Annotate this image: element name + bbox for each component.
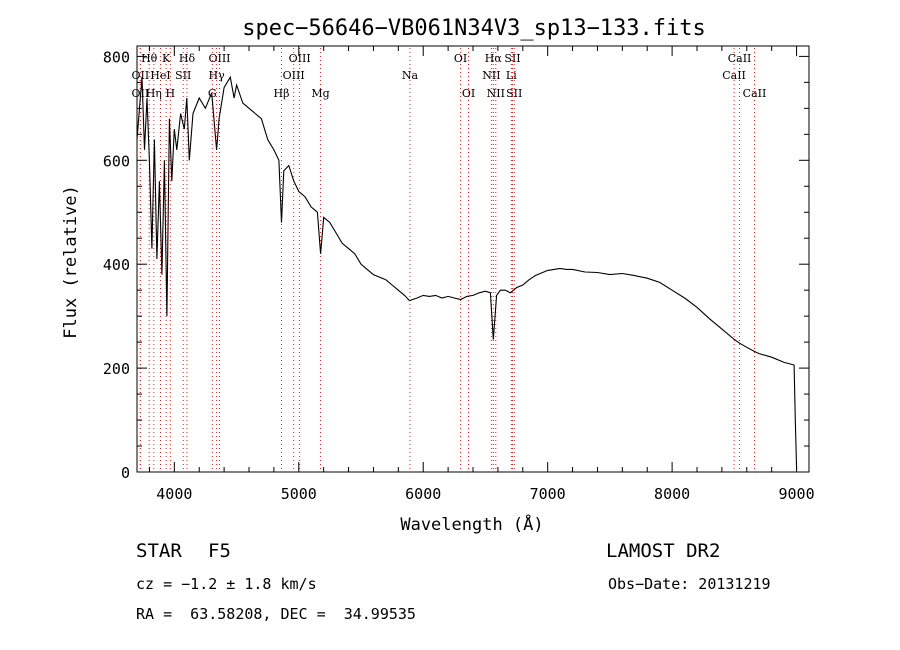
spectral-line-label: OI	[454, 52, 467, 65]
spectral-line-label: Hγ	[209, 69, 226, 82]
x-tick-label: 8000	[654, 485, 690, 503]
y-tick-label: 0	[121, 464, 130, 482]
spectral-line-label: Li	[506, 69, 517, 82]
spectral-line-label: H	[166, 87, 176, 100]
spectral-line-label: SII	[504, 52, 520, 65]
spectral-line-label: OII	[132, 69, 150, 82]
x-tick-label: 4000	[156, 485, 192, 503]
chart-title: spec−56646−VB061N34V3_sp13−133.fits	[242, 16, 706, 41]
spectral-line-label: NII	[487, 87, 505, 100]
spectral-line-label: CaII	[722, 69, 746, 82]
spectral-line-label: Hδ	[179, 52, 196, 65]
x-tick-label: 5000	[281, 485, 317, 503]
observation-date: Obs−Date: 20131219	[608, 575, 771, 593]
plot-frame	[136, 45, 810, 473]
spectral-line-label: SII	[506, 87, 522, 100]
x-axis-label: Wavelength (Å)	[400, 513, 543, 535]
spectrum-series-line	[136, 75, 798, 470]
x-tick-label: 7000	[530, 485, 566, 503]
x-tick-label: 9000	[778, 485, 814, 503]
survey-name: LAMOST DR2	[606, 540, 721, 562]
spectral-line-label: Hα	[485, 52, 503, 65]
spectral-line-label: Mg	[311, 87, 329, 100]
y-tick-label: 400	[103, 256, 130, 274]
y-axis-label: Flux (relative)	[61, 185, 81, 339]
spectral-line-label: CaII	[743, 87, 767, 100]
y-tick-label: 200	[103, 360, 130, 378]
spectral-line-label: SII	[175, 69, 191, 82]
spectral-line-label: NII	[482, 69, 500, 82]
ra-dec-coordinates: RA = 63.58208, DEC = 34.99535	[136, 605, 416, 623]
spectral-line-label: K	[162, 52, 171, 65]
spectral-line-label: Hθ	[141, 52, 158, 65]
spectral-line-label: Hη	[146, 87, 162, 100]
spectral-line-label: OIII	[283, 69, 305, 82]
spectral-line-label: Hβ	[274, 87, 290, 100]
spectral-line-label: OIII	[289, 52, 311, 65]
redshift-cz: cz = −1.2 ± 1.8 km/s	[136, 575, 317, 593]
spectral-subclass: F5	[208, 540, 231, 562]
spectral-line-label: OIII	[208, 52, 230, 65]
spectral-line-label: OI	[462, 87, 475, 100]
y-tick-label: 800	[103, 48, 130, 66]
y-tick-label: 600	[103, 152, 130, 170]
x-tick-label: 6000	[405, 485, 441, 503]
object-class: STAR	[136, 540, 182, 562]
spectral-line-label: CaII	[728, 52, 752, 65]
spectral-line-label: Na	[402, 69, 419, 82]
spectral-line-label: HeI	[150, 69, 170, 82]
